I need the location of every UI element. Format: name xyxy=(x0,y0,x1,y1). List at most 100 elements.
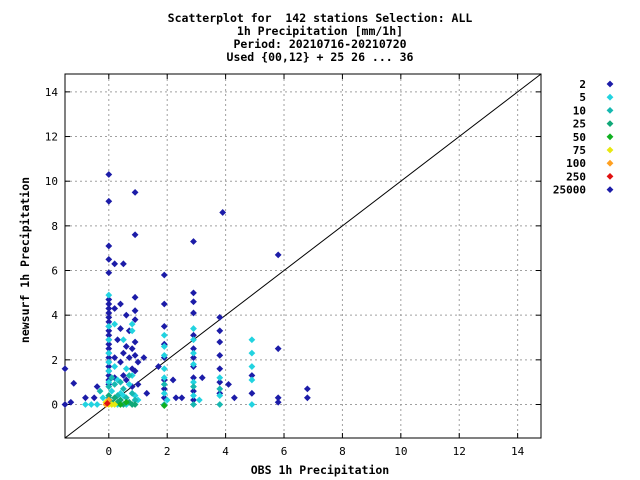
point-s0-60 xyxy=(134,381,142,388)
point-s1-0 xyxy=(82,401,89,408)
point-s3-0 xyxy=(105,392,113,399)
point-s0-32 xyxy=(111,260,119,268)
point-s1-42 xyxy=(216,392,224,399)
point-s0-11 xyxy=(105,269,113,277)
point-s1-21 xyxy=(125,381,133,388)
point-s1-18 xyxy=(120,392,127,399)
point-s0-61 xyxy=(140,354,148,362)
point-s0-66 xyxy=(160,322,168,330)
point-s0-0 xyxy=(61,401,69,408)
point-s0-3 xyxy=(70,379,78,387)
point-s0-59 xyxy=(134,358,142,366)
point-s0-51 xyxy=(131,188,139,196)
point-s1-9 xyxy=(105,367,113,375)
point-s0-33 xyxy=(111,305,119,312)
point-s0-53 xyxy=(131,293,139,301)
point-s1-17 xyxy=(120,336,127,344)
point-s4-0 xyxy=(117,401,124,408)
point-s0-10 xyxy=(105,255,113,263)
point-s1-36 xyxy=(190,349,197,357)
legend-label-4: 50 xyxy=(573,131,586,144)
legend-label-7: 250 xyxy=(566,170,586,183)
point-s0-63 xyxy=(155,363,162,370)
point-s2-1 xyxy=(105,383,113,391)
x-tick-label-3: 6 xyxy=(281,445,288,458)
point-s0-19 xyxy=(105,327,113,335)
point-s0-89 xyxy=(216,338,224,346)
point-s2-6 xyxy=(117,378,124,386)
point-s1-5 xyxy=(105,322,113,330)
point-s1-32 xyxy=(160,389,168,397)
legend-label-8: 25000 xyxy=(553,184,586,197)
point-s1-41 xyxy=(216,374,224,382)
point-s0-86 xyxy=(198,374,206,382)
point-s1-38 xyxy=(190,378,197,386)
point-s0-65 xyxy=(160,300,168,308)
point-s0-88 xyxy=(216,327,224,335)
data-points xyxy=(61,171,311,410)
point-s2-9 xyxy=(125,372,133,379)
point-s1-2 xyxy=(93,401,101,408)
point-s1-3 xyxy=(99,394,107,402)
point-s0-90 xyxy=(216,351,224,359)
point-s0-38 xyxy=(117,325,124,332)
point-s0-104 xyxy=(303,394,311,402)
point-s5-2 xyxy=(111,401,119,408)
point-s0-14 xyxy=(105,305,113,312)
point-s2-16 xyxy=(216,385,224,393)
chart-title-line-3: Period: 20210716-20210720 xyxy=(233,37,407,51)
point-s1-23 xyxy=(128,327,136,335)
x-tick-label-7: 14 xyxy=(511,445,525,458)
point-s1-27 xyxy=(160,331,168,339)
point-s1-39 xyxy=(190,392,197,399)
point-s0-23 xyxy=(105,345,113,353)
point-s0-80 xyxy=(190,345,197,353)
y-tick-label-1: 2 xyxy=(51,354,58,367)
point-s0-55 xyxy=(131,316,139,324)
point-s0-81 xyxy=(190,354,197,362)
chart-title-line-2: 1h Precipitation [mm/1h] xyxy=(236,24,404,38)
point-s0-96 xyxy=(230,394,238,402)
point-s2-3 xyxy=(108,374,116,382)
point-s2-17 xyxy=(216,401,224,408)
legend-marker-1 xyxy=(606,93,614,101)
point-s0-79 xyxy=(190,331,197,339)
chart-title-line-4: Used {00,12} + 25 26 ... 36 xyxy=(226,50,414,64)
point-s0-25 xyxy=(105,354,113,362)
point-s0-42 xyxy=(120,372,127,379)
point-s1-37 xyxy=(190,360,197,368)
point-s2-12 xyxy=(160,381,168,388)
x-tick-label-5: 10 xyxy=(394,445,407,458)
point-s0-84 xyxy=(190,387,197,395)
legend-marker-4 xyxy=(606,133,614,141)
point-s0-39 xyxy=(117,358,124,366)
point-s0-85 xyxy=(190,396,197,404)
point-s0-20 xyxy=(105,331,113,339)
point-s2-14 xyxy=(190,383,197,391)
diagonal-line xyxy=(64,73,542,439)
point-s0-16 xyxy=(105,314,113,321)
point-s0-57 xyxy=(131,351,139,359)
point-s2-5 xyxy=(114,392,121,399)
point-s1-11 xyxy=(108,387,116,395)
point-s0-103 xyxy=(303,385,311,393)
y-tick-label-2: 4 xyxy=(51,309,58,322)
point-s1-28 xyxy=(160,343,168,350)
point-s0-101 xyxy=(274,394,282,402)
point-s0-78 xyxy=(190,309,197,317)
y-tick-label-4: 8 xyxy=(51,220,58,233)
point-s0-62 xyxy=(143,389,151,397)
point-s3-2 xyxy=(111,394,119,402)
legend-label-3: 25 xyxy=(573,118,586,131)
point-s1-30 xyxy=(160,365,168,373)
point-s1-45 xyxy=(248,363,256,370)
point-s0-72 xyxy=(169,376,177,384)
point-s0-44 xyxy=(122,343,130,350)
chart-title-line-1: Scatterplot for 142 stations Selection: … xyxy=(167,11,473,25)
x-tick-label-2: 4 xyxy=(222,445,229,458)
point-s0-58 xyxy=(131,367,139,375)
plot-frame xyxy=(64,73,542,439)
y-tick-label-6: 12 xyxy=(45,131,58,144)
